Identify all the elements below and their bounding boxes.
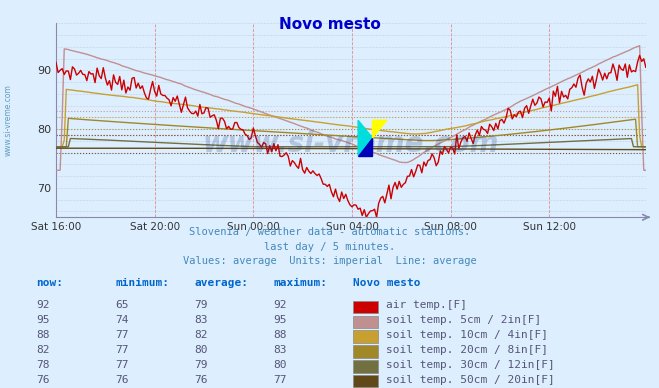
Text: 76: 76 (115, 375, 129, 385)
Text: www.si-vreme.com: www.si-vreme.com (3, 84, 13, 156)
Text: 83: 83 (273, 345, 287, 355)
Text: soil temp. 30cm / 12in[F]: soil temp. 30cm / 12in[F] (386, 360, 554, 370)
Text: 92: 92 (36, 300, 49, 310)
Text: minimum:: minimum: (115, 278, 169, 288)
Text: 78: 78 (36, 360, 49, 370)
Text: 79: 79 (194, 300, 208, 310)
Text: www.si-vreme.com: www.si-vreme.com (203, 130, 499, 158)
Text: Slovenia / weather data - automatic stations.: Slovenia / weather data - automatic stat… (189, 227, 470, 237)
Text: Values: average  Units: imperial  Line: average: Values: average Units: imperial Line: av… (183, 256, 476, 267)
Text: 74: 74 (115, 315, 129, 325)
Text: 65: 65 (115, 300, 129, 310)
Bar (353, 345, 378, 358)
Text: 82: 82 (194, 330, 208, 340)
Text: soil temp. 20cm / 8in[F]: soil temp. 20cm / 8in[F] (386, 345, 548, 355)
Text: last day / 5 minutes.: last day / 5 minutes. (264, 242, 395, 252)
Text: 77: 77 (115, 330, 129, 340)
Text: 77: 77 (115, 345, 129, 355)
Text: 79: 79 (194, 360, 208, 370)
Polygon shape (358, 120, 372, 156)
Text: 76: 76 (36, 375, 49, 385)
Text: 92: 92 (273, 300, 287, 310)
Bar (353, 331, 378, 343)
Text: 76: 76 (194, 375, 208, 385)
Text: air temp.[F]: air temp.[F] (386, 300, 467, 310)
Text: 80: 80 (273, 360, 287, 370)
Text: average:: average: (194, 278, 248, 288)
Text: soil temp. 50cm / 20in[F]: soil temp. 50cm / 20in[F] (386, 375, 554, 385)
Text: 88: 88 (36, 330, 49, 340)
Text: 77: 77 (115, 360, 129, 370)
Text: 83: 83 (194, 315, 208, 325)
Text: 77: 77 (273, 375, 287, 385)
Text: now:: now: (36, 278, 63, 288)
Bar (353, 315, 378, 328)
Polygon shape (372, 120, 387, 138)
Bar (353, 375, 378, 388)
Text: 95: 95 (36, 315, 49, 325)
Text: 80: 80 (194, 345, 208, 355)
Bar (353, 360, 378, 372)
Text: maximum:: maximum: (273, 278, 328, 288)
Polygon shape (358, 138, 372, 156)
Text: soil temp. 10cm / 4in[F]: soil temp. 10cm / 4in[F] (386, 330, 548, 340)
Text: Novo mesto: Novo mesto (353, 278, 420, 288)
Text: Novo mesto: Novo mesto (279, 17, 380, 33)
Text: soil temp. 5cm / 2in[F]: soil temp. 5cm / 2in[F] (386, 315, 541, 325)
Bar (353, 301, 378, 313)
Text: 95: 95 (273, 315, 287, 325)
Text: 82: 82 (36, 345, 49, 355)
Text: 88: 88 (273, 330, 287, 340)
